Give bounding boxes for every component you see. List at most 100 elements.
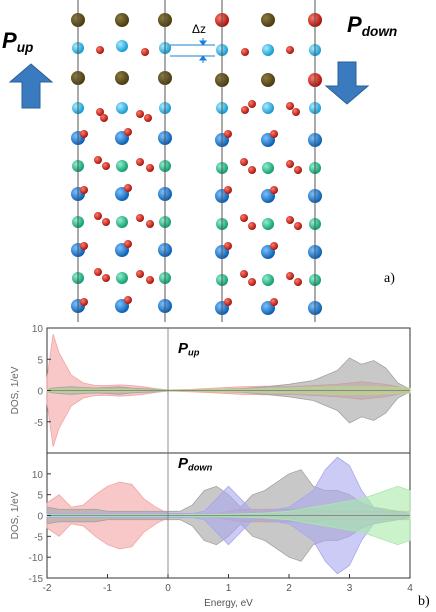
atom-oxygen — [96, 46, 104, 54]
atom-oxygen — [248, 278, 256, 286]
panel-a-structure — [8, 0, 370, 322]
delta-z-marker — [170, 38, 215, 63]
x-tick-label: 3 — [347, 583, 353, 594]
chart-down-title-symbol: P — [178, 455, 189, 472]
atom-oxygen — [294, 166, 302, 174]
pol-down-label: Pdown — [347, 12, 397, 39]
atom-oxygen — [124, 296, 132, 304]
x-tick-label: -1 — [103, 583, 112, 594]
x-axis-label: Energy, eV — [204, 598, 253, 609]
atom-cyan — [262, 102, 274, 114]
atom-oxygen — [80, 242, 88, 250]
atom-green — [116, 216, 128, 228]
lattice-lines — [77, 0, 316, 322]
pol-up-label: Pup — [2, 28, 33, 55]
atom-oxygen — [144, 114, 152, 122]
atom-oxygen — [292, 108, 300, 116]
atom-brown — [115, 13, 129, 27]
atom-oxygen — [270, 186, 278, 194]
delta-z-label: Δz — [192, 22, 207, 36]
atom-oxygen — [96, 108, 104, 116]
chart-down-title: Pdown — [178, 455, 212, 473]
y-tick-label: 5 — [37, 355, 43, 366]
chart-up-title-symbol: P — [178, 340, 189, 357]
atom-oxygen — [224, 298, 232, 306]
chart-up-title-subscript: up — [188, 347, 200, 358]
atom-oxygen — [240, 158, 248, 166]
x-tick-label: 0 — [165, 583, 171, 594]
atom-green — [116, 272, 128, 284]
atom-oxygen — [248, 100, 256, 108]
x-tick-label: 2 — [286, 583, 292, 594]
atom-brown — [115, 71, 129, 85]
atom-oxygen — [102, 274, 110, 282]
atom-oxygen — [124, 128, 132, 136]
atom-oxygen — [224, 186, 232, 194]
y-axis-label: DOS, 1/eV — [10, 366, 21, 414]
atom-oxygen — [80, 130, 88, 138]
atom-oxygen — [270, 242, 278, 250]
atom-oxygen — [241, 48, 249, 56]
arrow-up-icon — [8, 63, 54, 109]
atom-green — [262, 274, 274, 286]
arrow-down-icon — [324, 61, 370, 105]
atom-oxygen — [94, 268, 102, 276]
atom-oxygen — [248, 166, 256, 174]
pol-up-symbol: P — [2, 28, 17, 53]
x-tick-label: -2 — [43, 583, 52, 594]
atom-oxygen — [224, 130, 232, 138]
atom-oxygen — [102, 218, 110, 226]
y-tick-label: 10 — [32, 324, 44, 335]
atom-green — [116, 160, 128, 172]
atom-oxygen — [286, 102, 294, 110]
atom-oxygen — [286, 216, 294, 224]
atoms — [71, 13, 322, 315]
atom-oxygen — [136, 158, 144, 166]
chart-up-title: Pup — [178, 340, 199, 358]
atom-oxygen — [248, 222, 256, 230]
atom-oxygen — [146, 276, 154, 284]
panel-a-label: a) — [384, 271, 395, 286]
atom-green — [262, 218, 274, 230]
atom-oxygen — [286, 160, 294, 168]
atom-oxygen — [286, 46, 294, 54]
atom-oxygen — [124, 240, 132, 248]
y-tick-label: -15 — [29, 574, 44, 585]
atom-oxygen — [294, 278, 302, 286]
atom-oxygen — [240, 214, 248, 222]
atom-cyan — [116, 102, 128, 114]
pol-down-symbol: P — [347, 12, 362, 37]
atom-oxygen — [141, 48, 149, 56]
panel-b-label: b) — [418, 594, 430, 609]
atom-oxygen — [124, 184, 132, 192]
atom-oxygen — [224, 242, 232, 250]
atom-oxygen — [146, 164, 154, 172]
y-tick-label: 0 — [37, 512, 43, 523]
chart-down-title-subscript: down — [188, 462, 213, 473]
y-tick-label: -5 — [34, 532, 43, 543]
atom-oxygen — [80, 186, 88, 194]
pol-down-subscript: down — [361, 23, 398, 39]
atom-oxygen — [136, 270, 144, 278]
atom-oxygen — [80, 298, 88, 306]
atom-oxygen — [94, 156, 102, 164]
atom-oxygen — [240, 270, 248, 278]
atom-cyan — [116, 40, 128, 52]
atom-oxygen — [286, 272, 294, 280]
atom-oxygen — [146, 220, 154, 228]
y-tick-label: 5 — [37, 491, 43, 502]
y-tick-label: -5 — [34, 418, 43, 429]
y-tick-label: 10 — [32, 470, 44, 481]
pol-up-subscript: up — [16, 39, 34, 55]
atom-oxygen — [294, 222, 302, 230]
atom-oxygen — [102, 162, 110, 170]
atom-oxygen — [270, 130, 278, 138]
y-tick-label: 0 — [37, 387, 43, 398]
atom-oxygen — [241, 106, 249, 114]
y-axis-label: DOS, 1/eV — [10, 491, 21, 539]
atom-brown — [261, 73, 275, 87]
atom-oxygen — [136, 214, 144, 222]
